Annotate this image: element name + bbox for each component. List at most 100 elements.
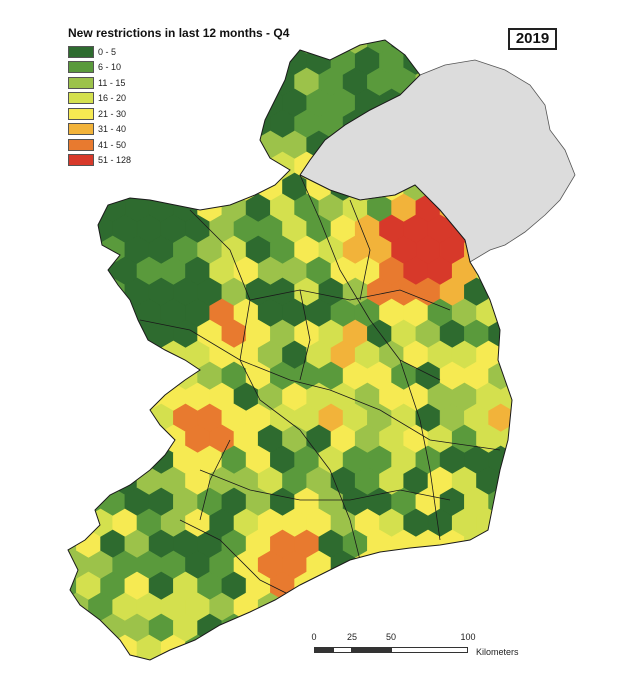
hex-cell: [367, 571, 392, 601]
hex-cell: [40, 131, 64, 159]
hex-cell: [622, 257, 640, 285]
hex-cell: [610, 320, 634, 348]
legend-item-2: 11 - 15: [68, 75, 131, 91]
hex-cell: [537, 572, 561, 600]
legend-swatch: [68, 138, 94, 151]
hex-cell: [245, 67, 271, 97]
hex-cell: [76, 403, 101, 433]
hex-cell: [561, 236, 585, 264]
hex-cell: [574, 593, 598, 621]
hex-cell: [525, 551, 549, 579]
hex-cell: [403, 550, 429, 580]
hex-cell: [622, 551, 640, 579]
hex-cell: [586, 488, 610, 516]
hex-cell: [586, 446, 610, 474]
hex-cell: [76, 193, 101, 223]
hex-cell: [622, 131, 640, 159]
hex-cell: [525, 299, 549, 327]
hex-cell: [148, 109, 174, 139]
hex-cell: [634, 194, 640, 222]
hex-cell: [549, 89, 573, 117]
hex-cell: [622, 215, 640, 243]
hex-cell: [574, 257, 598, 285]
hex-cell: [28, 236, 52, 264]
hex-cell: [525, 509, 549, 537]
hex-cell: [549, 425, 573, 453]
hex-cell: [391, 571, 417, 601]
hex-cell: [40, 635, 64, 663]
hex-cell: [76, 655, 101, 660]
hex-cell: [28, 614, 52, 642]
hex-cell: [610, 110, 634, 138]
hex-cell: [537, 404, 561, 432]
hex-cell: [68, 382, 89, 412]
hex-cell: [574, 47, 598, 75]
legend-title: New restrictions in last 12 months - Q4: [68, 26, 290, 40]
hex-cell: [610, 530, 634, 558]
hex-cell: [185, 46, 210, 76]
hex-cell: [464, 571, 489, 601]
hex-cell: [209, 88, 235, 118]
hex-cell: [68, 445, 77, 475]
hex-cell: [40, 383, 64, 411]
legend-label: 31 - 40: [98, 124, 127, 135]
hex-cell: [610, 236, 634, 264]
county-border: [189, 209, 301, 431]
legend-item-1: 6 - 10: [68, 60, 131, 76]
hex-cell: [586, 572, 610, 600]
hex-cell: [549, 551, 573, 579]
hex-cell: [318, 40, 344, 55]
hex-cell: [574, 551, 598, 579]
legend-item-0: 0 - 5: [68, 44, 131, 60]
hex-cell: [28, 110, 52, 138]
hex-cell: [221, 151, 247, 181]
hex-cell: [160, 88, 186, 118]
hex-cell: [488, 277, 512, 307]
hex-cell: [68, 214, 89, 244]
hex-cell: [598, 257, 622, 285]
hex-cell: [160, 46, 186, 76]
hex-cell: [68, 256, 89, 286]
hex-cell: [513, 446, 537, 474]
hex-cell: [610, 152, 634, 180]
hex-cell: [306, 592, 332, 622]
hex-cell: [561, 404, 585, 432]
hex-cell: [586, 236, 610, 264]
hex-cell: [634, 572, 640, 600]
hex-cell: [561, 656, 585, 676]
hex-cell: [598, 131, 622, 159]
hex-cell: [525, 467, 549, 495]
hex-cell: [634, 614, 640, 642]
hex-cell: [257, 634, 283, 660]
hex-cell: [622, 509, 640, 537]
scale-segment: [352, 647, 391, 653]
hex-cell: [136, 46, 162, 76]
hex-cell: [574, 467, 598, 495]
hex-cell: [561, 194, 585, 222]
hex-cell: [233, 46, 259, 76]
hex-cell: [270, 655, 295, 660]
hex-cell: [40, 425, 64, 453]
hex-cell: [610, 446, 634, 474]
hex-cell: [68, 424, 89, 454]
hex-cell: [68, 361, 77, 391]
hex-cell: [68, 277, 77, 307]
legend-item-5: 31 - 40: [68, 122, 131, 138]
hex-cell: [549, 215, 573, 243]
hex-cell: [245, 613, 271, 643]
hex-cell: [537, 236, 561, 264]
hex-cell: [403, 592, 429, 622]
hex-cell: [537, 278, 561, 306]
hex-cell: [549, 257, 573, 285]
county-border: [299, 174, 441, 381]
hex-cell: [513, 362, 537, 390]
hex-cell: [294, 40, 320, 55]
hex-cell: [622, 383, 640, 411]
hex-cell: [88, 298, 113, 328]
hex-cell: [112, 340, 138, 370]
hex-cell: [598, 425, 622, 453]
hex-cell: [476, 592, 502, 622]
hex-cell: [525, 341, 549, 369]
hex-cell: [598, 89, 622, 117]
